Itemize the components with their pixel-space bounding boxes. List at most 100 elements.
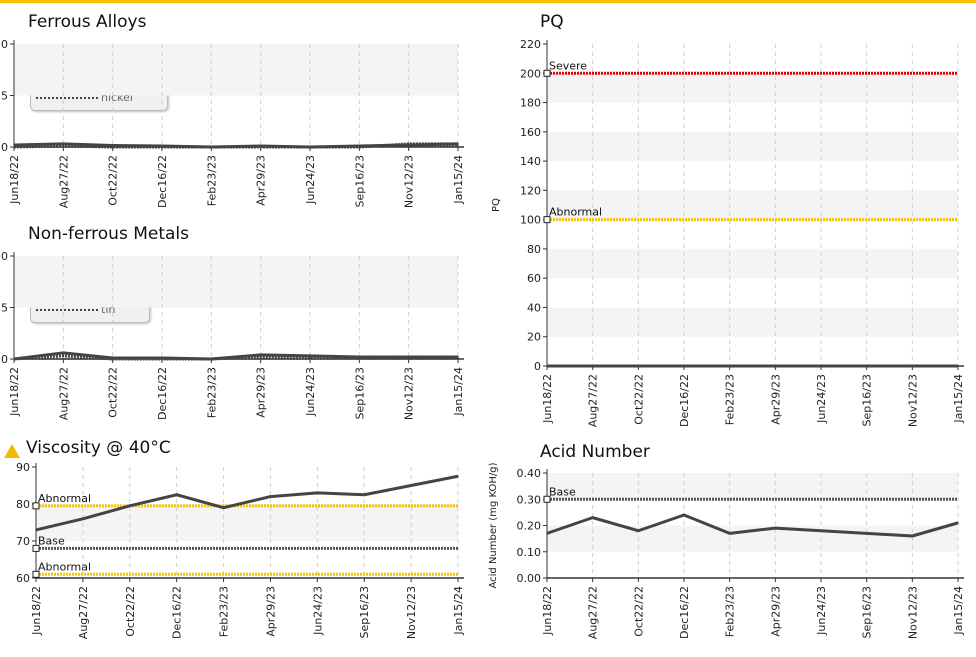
pq-point bbox=[546, 365, 548, 367]
viscosity-point bbox=[175, 493, 178, 496]
pq-point bbox=[774, 365, 777, 367]
acid-point bbox=[774, 527, 777, 529]
acid-xtick-label: Oct22/22 bbox=[632, 586, 645, 637]
viscosity-point bbox=[457, 475, 459, 478]
ferrous-point bbox=[259, 146, 262, 148]
ferrous-xtick-label: Feb23/23 bbox=[205, 155, 218, 206]
viscosity-ref-label: Base bbox=[38, 534, 65, 547]
viscosity-ytick-label: 70 bbox=[16, 535, 30, 548]
nonferrous-ytick-label: 5 bbox=[1, 302, 8, 315]
pq-point bbox=[591, 365, 594, 367]
ferrous-ytick-label: 5 bbox=[1, 90, 8, 103]
nonferrous-point bbox=[259, 358, 262, 360]
ferrous-xtick-label: Oct22/22 bbox=[107, 155, 120, 206]
acid-series-line bbox=[546, 513, 959, 538]
viscosity-ref-marker bbox=[32, 544, 40, 552]
acid-ytick-label: 0.10 bbox=[517, 546, 542, 559]
viscosity-xtick-label: Jun24/23 bbox=[311, 586, 324, 636]
pq-ytick-label: 120 bbox=[520, 184, 541, 197]
acid-point bbox=[728, 532, 731, 535]
viscosity-ref-label: Abnormal bbox=[38, 492, 91, 505]
acid-point bbox=[865, 532, 868, 535]
ferrous-xtick-label: Dec16/22 bbox=[156, 155, 169, 208]
pq-band bbox=[547, 73, 958, 103]
ferrous-point bbox=[407, 145, 410, 147]
viscosity-title: Viscosity @ 40°C bbox=[26, 438, 171, 458]
pq-xtick-label: Dec16/22 bbox=[678, 374, 691, 427]
viscosity-point bbox=[222, 506, 225, 509]
nonferrous-xtick-label: Nov12/23 bbox=[403, 367, 416, 420]
nonferrous-band bbox=[14, 256, 458, 308]
nonferrous-point bbox=[62, 358, 65, 360]
pq-ytick-label: 140 bbox=[520, 155, 541, 168]
acid-ytick-label: 0.20 bbox=[517, 520, 542, 533]
viscosity-ytick-label: 90 bbox=[16, 461, 30, 474]
pq-ytick-label: 80 bbox=[527, 243, 541, 256]
viscosity-xtick-label: Apr29/23 bbox=[264, 586, 277, 637]
acid-xtick-label: Jun18/22 bbox=[541, 586, 554, 636]
ferrous-point bbox=[161, 146, 163, 148]
nonferrous-point bbox=[457, 358, 459, 360]
pq-xtick-label: Feb23/23 bbox=[724, 374, 737, 425]
nonferrous-point bbox=[407, 358, 410, 360]
acid-xtick-label: Aug27/22 bbox=[587, 586, 600, 639]
viscosity-xtick-label: Aug27/22 bbox=[77, 586, 90, 639]
viscosity-xtick-label: Feb23/23 bbox=[218, 586, 231, 637]
ferrous-ytick-label: 10 bbox=[0, 38, 8, 51]
pq-y-axis-title: PQ bbox=[491, 198, 502, 212]
ferrous-point bbox=[358, 146, 361, 148]
viscosity-ytick-label: 80 bbox=[16, 498, 30, 511]
nonferrous-xtick-label: Apr29/23 bbox=[255, 367, 268, 418]
pq-xtick-label: Jun18/22 bbox=[541, 374, 554, 424]
nonferrous-point bbox=[111, 358, 114, 360]
viscosity-xtick-label: Dec16/22 bbox=[171, 586, 184, 639]
acid-point bbox=[637, 529, 640, 532]
ferrous-xtick-label: Apr29/23 bbox=[255, 155, 268, 206]
nonferrous-point bbox=[358, 358, 361, 360]
pq-point bbox=[728, 365, 731, 367]
pq-band bbox=[547, 131, 958, 162]
nonferrous-series-lead bbox=[13, 354, 458, 361]
acid-ytick-label: 0.00 bbox=[517, 572, 542, 585]
nonferrous-point bbox=[309, 355, 311, 357]
ferrous-title: Ferrous Alloys bbox=[28, 12, 147, 32]
acid-xtick-label: Feb23/23 bbox=[724, 586, 737, 637]
ferrous-point bbox=[457, 143, 459, 145]
pq-xtick-label: Nov12/23 bbox=[906, 374, 919, 427]
ferrous-point bbox=[62, 146, 65, 148]
acid-point bbox=[911, 535, 914, 537]
pq-ref-label: Severe bbox=[549, 59, 587, 72]
nonferrous-xtick-label: Oct22/22 bbox=[107, 367, 120, 418]
pq-ytick-label: 160 bbox=[520, 126, 541, 139]
acid-band bbox=[547, 473, 958, 500]
ferrous-point bbox=[13, 144, 15, 146]
ferrous-ytick-label: 0 bbox=[1, 141, 8, 154]
pq-xtick-label: Jan15/24 bbox=[952, 374, 965, 424]
ferrous-point bbox=[309, 146, 311, 148]
pq-xtick-label: Aug27/22 bbox=[587, 374, 600, 427]
nonferrous-xtick-label: Feb23/23 bbox=[205, 367, 218, 418]
pq-xtick-label: Oct22/22 bbox=[632, 374, 645, 425]
viscosity-band bbox=[36, 504, 458, 541]
acid-xtick-label: Dec16/22 bbox=[678, 586, 691, 639]
pq-ytick-label: 20 bbox=[527, 331, 541, 344]
warning-triangle-icon bbox=[4, 444, 20, 458]
pq-ytick-label: 0 bbox=[534, 360, 541, 373]
viscosity-point bbox=[35, 529, 37, 531]
ferrous-xtick-label: Jun24/23 bbox=[304, 155, 317, 205]
pq-title: PQ bbox=[540, 12, 564, 32]
ferrous-point bbox=[13, 146, 15, 148]
pq-band bbox=[547, 307, 958, 337]
viscosity-point bbox=[82, 518, 84, 520]
pq-point bbox=[820, 365, 822, 367]
pq-ref-marker bbox=[543, 69, 551, 77]
pq-xtick-label: Apr29/23 bbox=[769, 374, 782, 425]
nonferrous-point bbox=[161, 358, 163, 360]
pq-xtick-label: Jun24/23 bbox=[815, 374, 828, 424]
viscosity-point bbox=[269, 495, 272, 498]
viscosity-xtick-label: Sep16/23 bbox=[358, 586, 371, 638]
viscosity-series-line bbox=[35, 474, 459, 532]
viscosity-xtick-label: Jan15/24 bbox=[452, 586, 465, 636]
pq-point bbox=[865, 365, 868, 367]
pq-ref-marker bbox=[543, 216, 551, 224]
